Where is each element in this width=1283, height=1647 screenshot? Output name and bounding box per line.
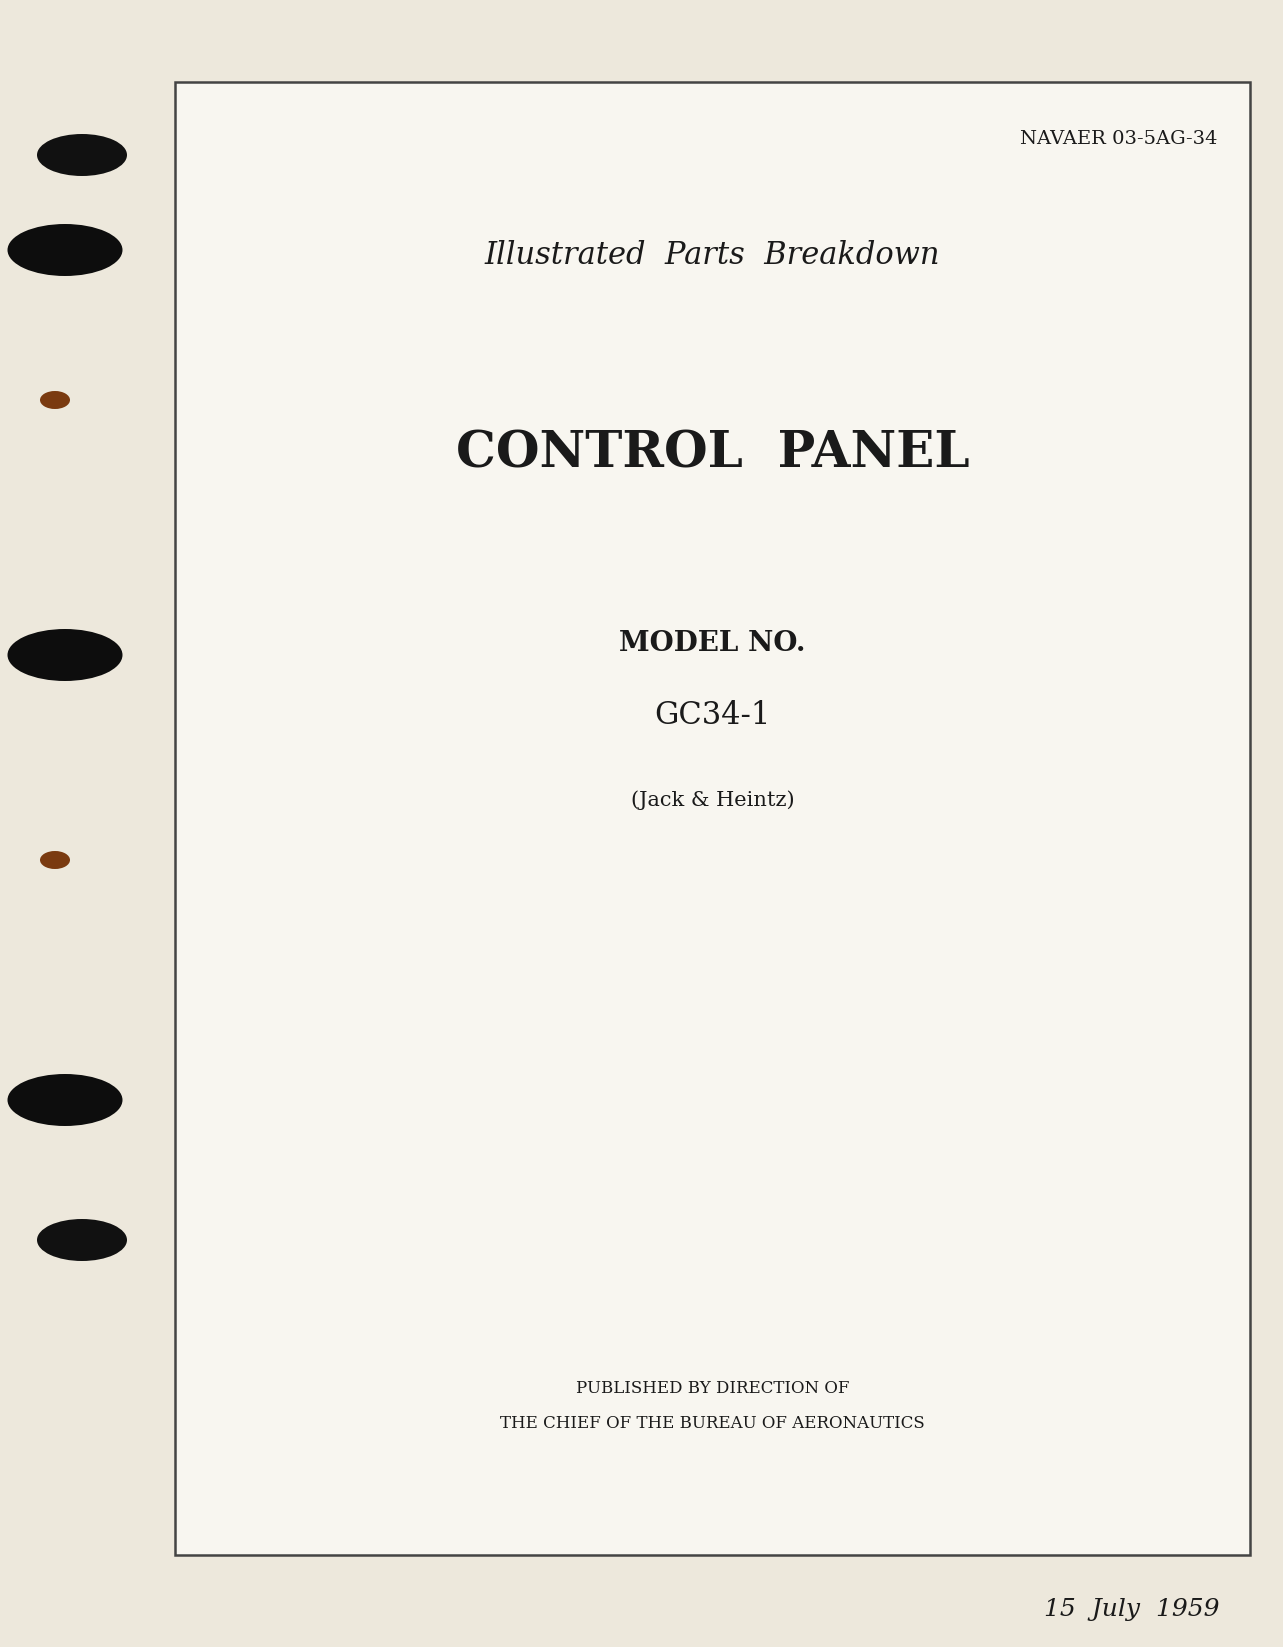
Text: (Jack & Heintz): (Jack & Heintz) (631, 791, 794, 810)
Text: Illustrated  Parts  Breakdown: Illustrated Parts Breakdown (485, 240, 940, 272)
Text: NAVAER 03-5AG-34: NAVAER 03-5AG-34 (1020, 130, 1218, 148)
Text: PUBLISHED BY DIRECTION OF: PUBLISHED BY DIRECTION OF (576, 1380, 849, 1397)
Text: 15  July  1959: 15 July 1959 (1044, 1598, 1220, 1621)
Text: MODEL NO.: MODEL NO. (620, 631, 806, 657)
Text: THE CHIEF OF THE BUREAU OF AERONAUTICS: THE CHIEF OF THE BUREAU OF AERONAUTICS (500, 1415, 925, 1431)
Ellipse shape (40, 390, 71, 408)
Text: GC34-1: GC34-1 (654, 700, 771, 731)
Ellipse shape (8, 1074, 122, 1127)
Ellipse shape (8, 629, 122, 680)
FancyBboxPatch shape (174, 82, 1250, 1555)
Ellipse shape (8, 224, 122, 277)
Ellipse shape (37, 1219, 127, 1262)
Ellipse shape (40, 851, 71, 870)
Text: CONTROL  PANEL: CONTROL PANEL (455, 430, 970, 479)
Ellipse shape (37, 133, 127, 176)
